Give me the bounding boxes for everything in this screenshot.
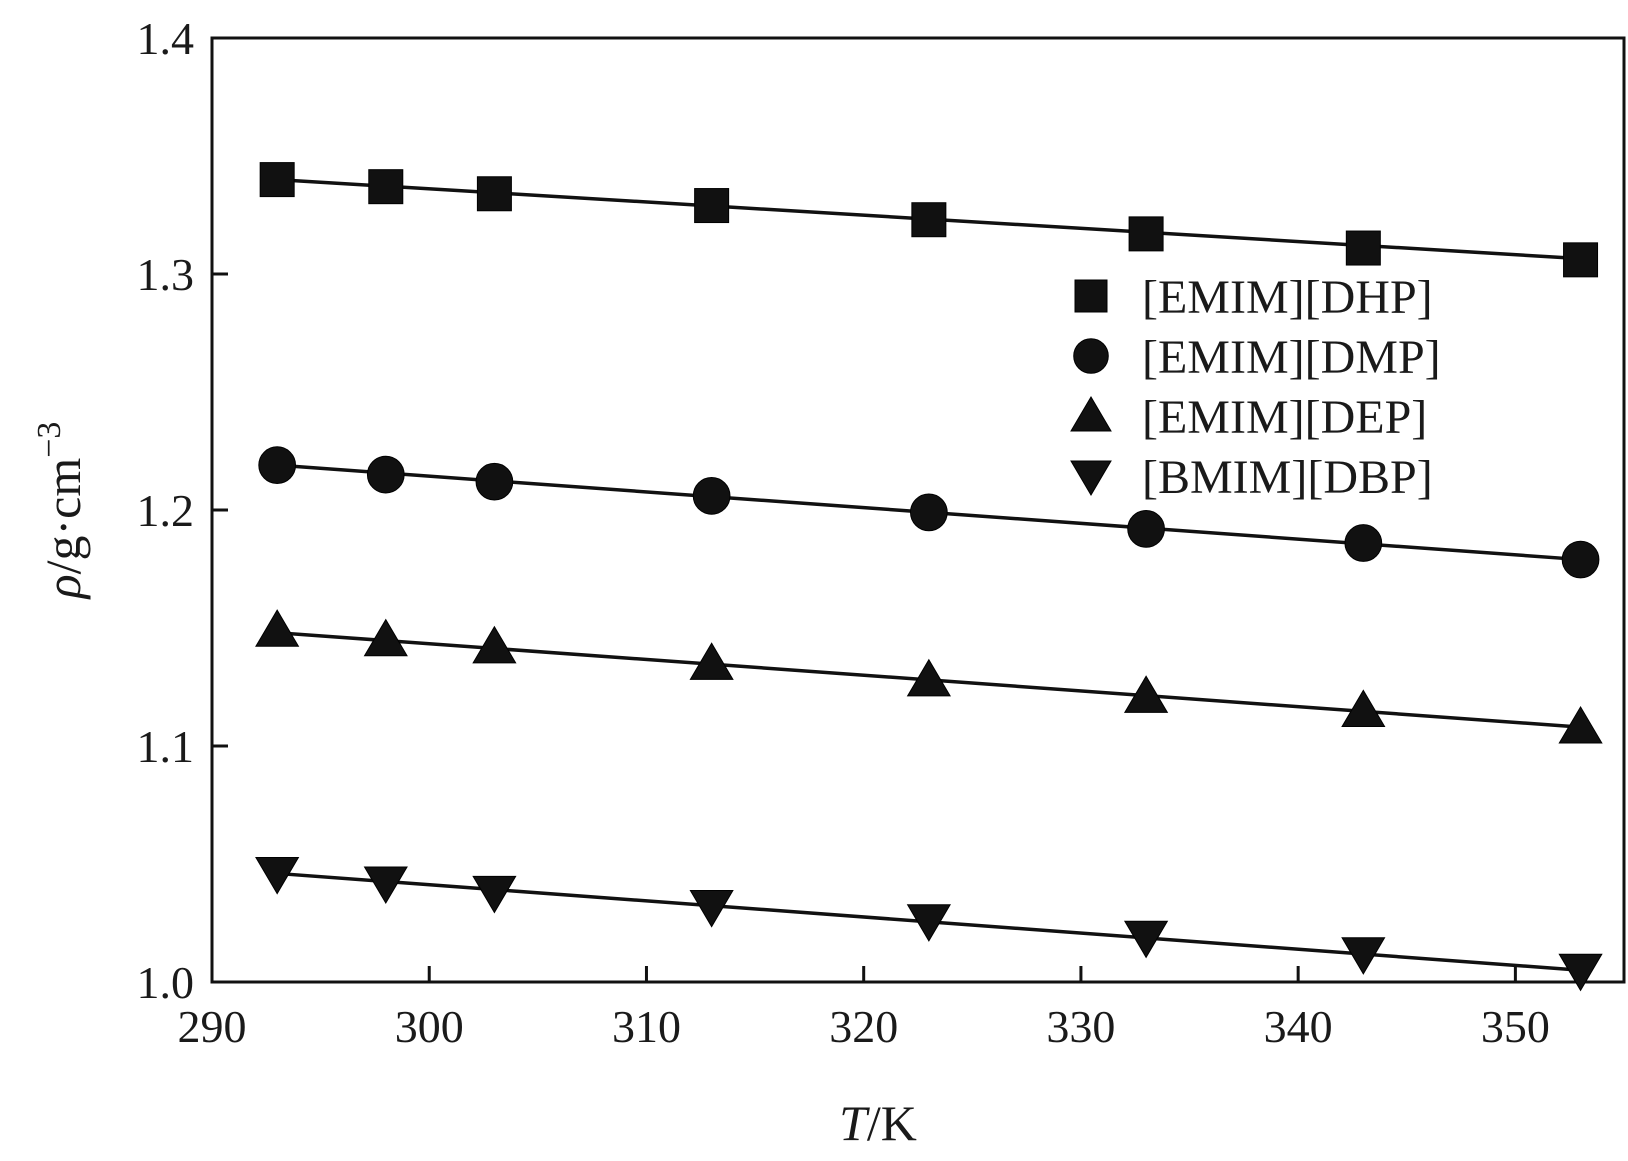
y-tick-label: 1.3: [137, 249, 195, 300]
data-point-series-2: [1341, 689, 1386, 728]
data-point-series-1: [366, 455, 405, 494]
y-tick-label: 1.2: [137, 485, 195, 536]
data-point-series-1: [1561, 540, 1600, 579]
data-point-series-2: [255, 609, 300, 647]
data-point-series-1: [475, 462, 514, 501]
data-point-series-0: [1345, 230, 1381, 266]
x-axis-title-unit: /K: [867, 1095, 917, 1151]
y-axis-title: ρ/g·cm−3: [31, 422, 91, 601]
x-tick-label: 290: [178, 1001, 247, 1052]
data-point-series-1: [258, 446, 297, 485]
x-tick-label: 310: [612, 1001, 681, 1052]
data-point-series-1: [910, 493, 948, 532]
data-point-series-3: [363, 866, 408, 905]
x-tick-label: 320: [829, 1001, 898, 1052]
data-point-series-0: [1128, 216, 1164, 252]
x-tick-label: 300: [395, 1001, 464, 1052]
data-point-series-0: [694, 188, 730, 224]
data-point-series-3: [689, 890, 734, 928]
axis-ticks: 290 300 310 320 330 340 350 1.0 1.1 1.2 1.3 1.4: [137, 13, 1550, 1052]
data-point-series-2: [1558, 705, 1603, 744]
data-point-series-0: [476, 176, 512, 212]
data-point-series-1: [1127, 510, 1165, 548]
y-tick-label: 1.4: [137, 13, 195, 64]
y-tick-label: 1.0: [137, 957, 195, 1008]
data-point-series-2: [906, 658, 951, 697]
data-point-series-2: [1123, 675, 1169, 713]
x-axis-title-symbol: T: [839, 1095, 870, 1151]
data-point-series-0: [911, 202, 947, 238]
y-axis-title-exponent: −3: [31, 422, 68, 458]
legend-marker: [1074, 279, 1108, 313]
data-point-series-3: [472, 875, 517, 914]
legend-label: [BMIM][DBP]: [1142, 451, 1433, 504]
data-point-series-2: [363, 618, 408, 657]
legend-label: [EMIM][DMP]: [1142, 331, 1441, 384]
x-tick-label: 330: [1046, 1001, 1115, 1052]
data-point-series-1: [1344, 524, 1383, 562]
data-point-series-3: [1123, 920, 1169, 959]
legend-label: [EMIM][DHP]: [1142, 271, 1433, 324]
data-point-series-2: [472, 625, 517, 664]
legend-marker: [1070, 460, 1112, 496]
x-axis-title: T/K: [839, 1095, 917, 1151]
legend: [EMIM][DHP] [EMIM][DMP] [EMIM][DEP] [BMIM][…: [1070, 271, 1441, 504]
data-point-series-3: [1341, 937, 1386, 975]
x-tick-label: 350: [1481, 1001, 1550, 1052]
legend-marker: [1073, 338, 1109, 374]
data-point-series-1: [692, 476, 731, 515]
y-tick-label: 1.1: [137, 721, 195, 772]
y-axis-title-unit: /g·cm: [35, 458, 91, 575]
x-tick-label: 340: [1264, 1001, 1333, 1052]
data-point-series-3: [1558, 953, 1603, 992]
data-point-series-3: [906, 904, 951, 942]
data-point-series-0: [259, 162, 295, 198]
data-point-series-0: [1563, 242, 1599, 278]
data-markers: [255, 162, 1603, 992]
legend-label: [EMIM][DEP]: [1142, 391, 1427, 444]
legend-marker: [1070, 396, 1112, 432]
data-point-series-2: [689, 642, 734, 680]
data-point-series-0: [368, 169, 404, 205]
axis-titles: T/K ρ/g·cm−3: [31, 422, 917, 1151]
data-point-series-3: [255, 857, 300, 895]
y-axis-title-symbol: ρ: [35, 574, 91, 600]
